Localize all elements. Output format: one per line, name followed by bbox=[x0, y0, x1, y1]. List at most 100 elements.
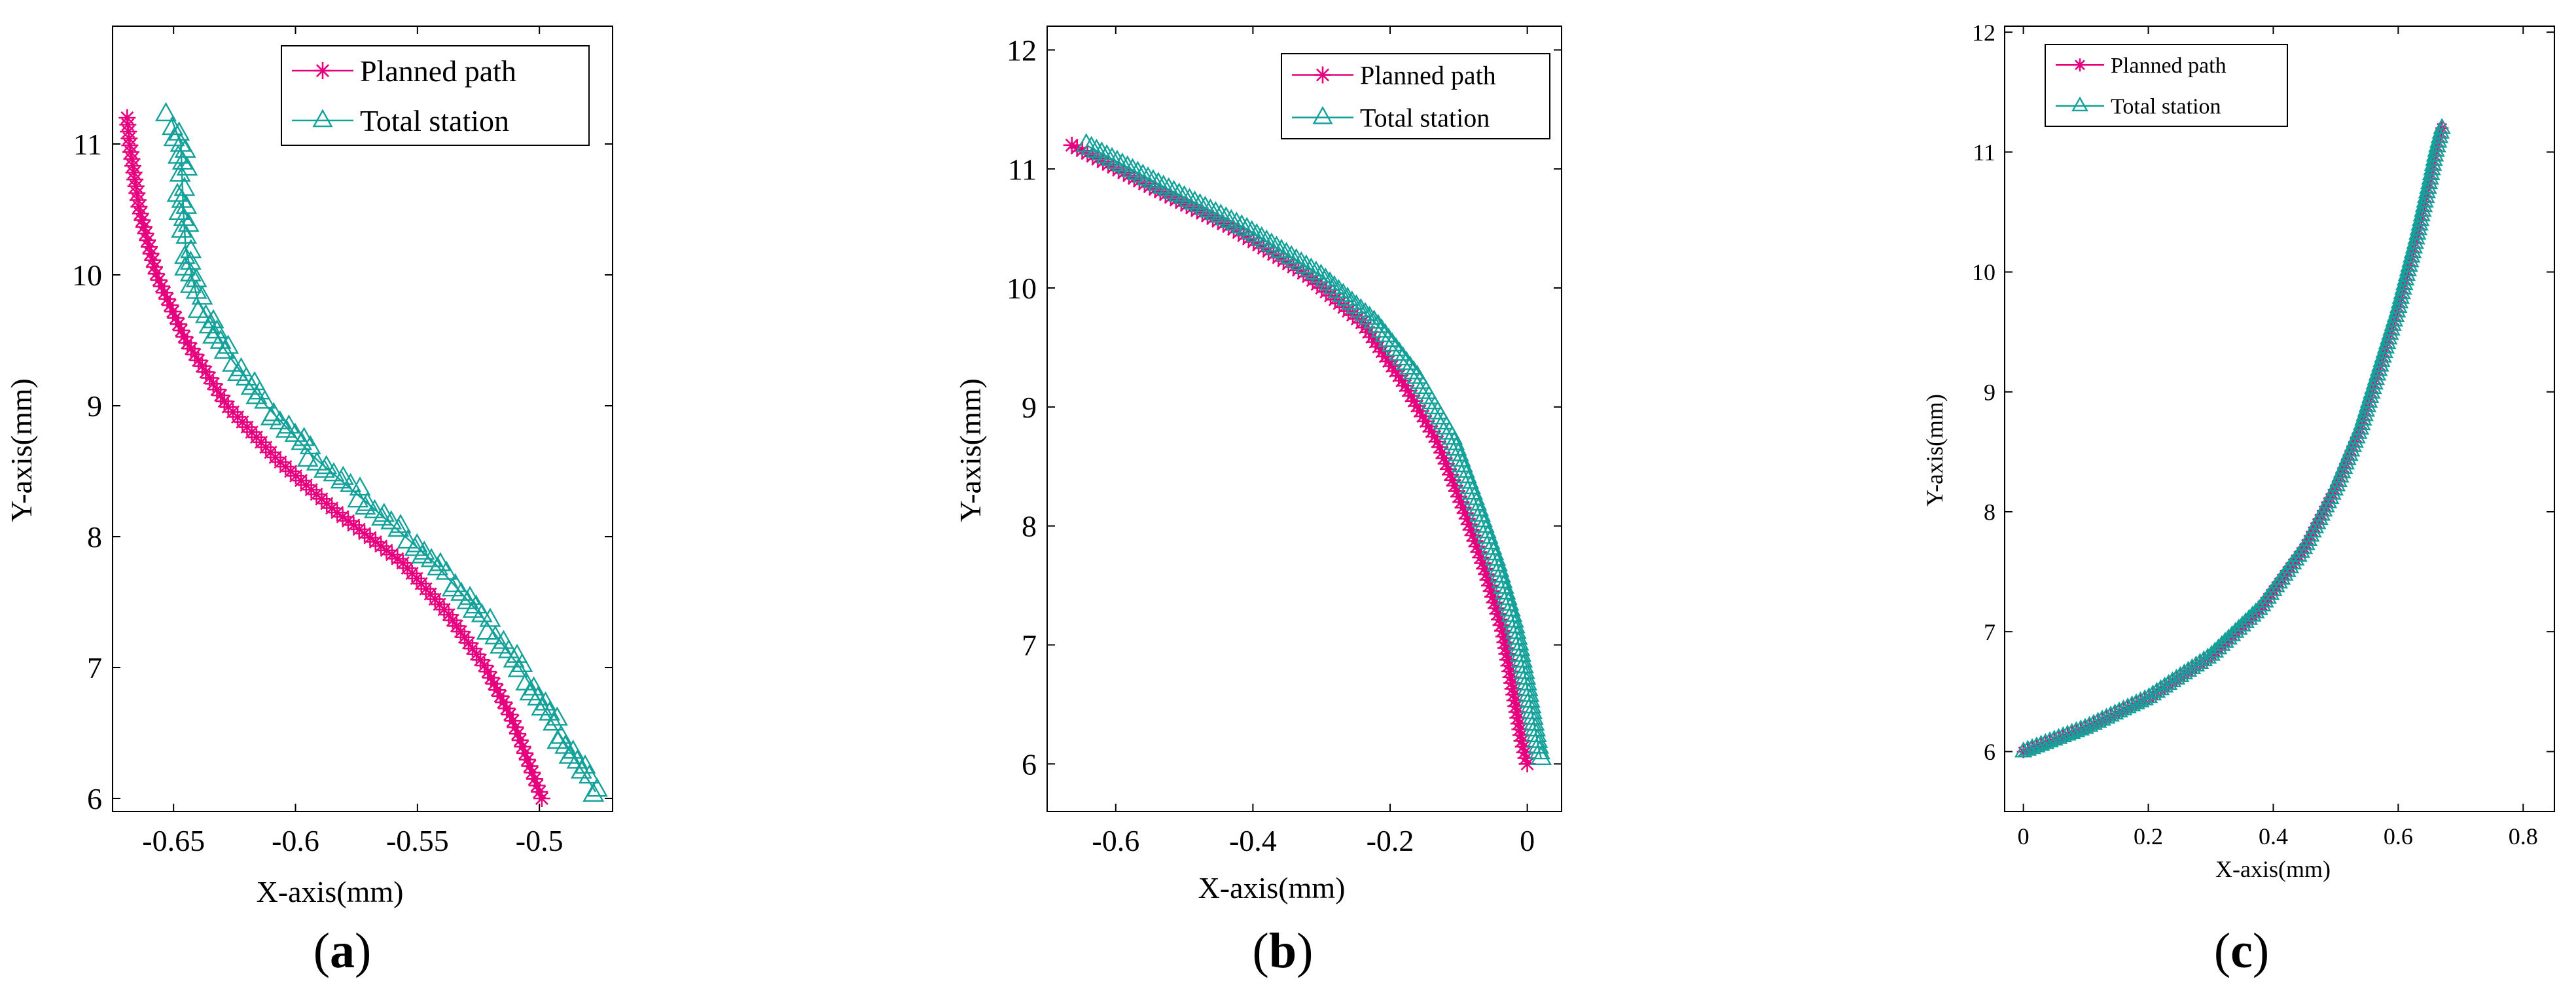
legend-asterisk-icon bbox=[1314, 66, 1331, 84]
total-station-point bbox=[2351, 418, 2370, 435]
total-station-point bbox=[1230, 214, 1253, 234]
x-tick-label: -0.6 bbox=[272, 824, 319, 857]
total-station-point bbox=[2390, 292, 2409, 309]
planned-path-point bbox=[1502, 668, 1520, 686]
total-station-point bbox=[1266, 236, 1287, 255]
total-station-point bbox=[1245, 223, 1268, 243]
planned-path-point bbox=[152, 277, 170, 295]
total-station-point bbox=[2088, 711, 2107, 728]
total-station-point bbox=[2379, 328, 2398, 345]
total-station-point bbox=[2080, 715, 2099, 732]
total-station-point bbox=[1336, 286, 1359, 306]
planned-path-point bbox=[208, 381, 226, 399]
planned-path-point bbox=[127, 177, 145, 195]
planned-path-point bbox=[518, 751, 536, 768]
total-station-point bbox=[1204, 201, 1226, 221]
planned-path-point bbox=[179, 334, 196, 351]
planned-path-point bbox=[507, 719, 524, 736]
total-station-point bbox=[254, 389, 276, 409]
y-tick-label: 12 bbox=[1007, 33, 1037, 67]
planned-path-point bbox=[498, 700, 516, 717]
planned-path-point bbox=[533, 790, 550, 807]
total-station-point bbox=[275, 418, 297, 438]
planned-path-point bbox=[1494, 622, 1511, 639]
total-station-point bbox=[1132, 163, 1154, 183]
total-station-point bbox=[471, 603, 493, 622]
total-station-point bbox=[387, 517, 410, 537]
x-tick-label: -0.4 bbox=[1229, 824, 1277, 857]
planned-path-point bbox=[137, 224, 154, 242]
y-tick-label: 9 bbox=[1022, 391, 1037, 424]
total-station-point bbox=[2406, 232, 2424, 249]
total-station-point bbox=[578, 764, 600, 784]
legend-triangle-icon bbox=[312, 109, 333, 128]
total-station-point bbox=[2424, 154, 2442, 171]
planned-path-point bbox=[1503, 674, 1521, 692]
total-station-point bbox=[411, 544, 433, 563]
x-tick-label: -0.2 bbox=[1367, 824, 1414, 857]
total-station-point bbox=[1341, 290, 1363, 310]
total-station-point bbox=[1295, 254, 1317, 274]
total-station-point bbox=[154, 101, 177, 122]
total-station-point bbox=[2359, 391, 2378, 408]
total-station-point bbox=[1395, 351, 1418, 370]
total-station-point bbox=[1285, 248, 1308, 268]
total-station-point bbox=[2122, 695, 2141, 711]
planned-path-point bbox=[383, 546, 401, 563]
total-station-point bbox=[2155, 676, 2174, 693]
total-station-point bbox=[2127, 693, 2145, 709]
total-station-point bbox=[2102, 705, 2120, 722]
planned-path-point bbox=[1162, 188, 1179, 206]
total-station-point bbox=[2097, 707, 2116, 724]
total-station-point bbox=[484, 625, 507, 645]
total-station-point bbox=[1081, 135, 1103, 155]
planned-path-point bbox=[201, 369, 219, 387]
total-station-point bbox=[2367, 368, 2386, 385]
total-station-point bbox=[1354, 302, 1376, 321]
legend-a: Planned path Total station bbox=[281, 45, 590, 146]
total-station-point bbox=[1378, 327, 1400, 347]
y-tick-label: 11 bbox=[73, 128, 102, 161]
total-station-point bbox=[1189, 193, 1211, 213]
planned-path-point bbox=[1151, 183, 1169, 201]
planned-path-point bbox=[130, 198, 148, 215]
total-station-point bbox=[441, 577, 463, 597]
planned-path-point bbox=[1513, 732, 1531, 750]
x-tick-label: -0.6 bbox=[1092, 824, 1139, 857]
planned-path-point bbox=[448, 617, 465, 635]
x-tick-label: -0.55 bbox=[386, 824, 449, 857]
total-station-point bbox=[296, 447, 319, 467]
total-station-point bbox=[1403, 360, 1425, 380]
planned-path-point bbox=[1498, 645, 1516, 663]
series-line-planned-path bbox=[126, 117, 543, 799]
total-station-point bbox=[427, 556, 449, 576]
planned-path-point bbox=[345, 516, 363, 534]
total-station-point bbox=[476, 620, 498, 640]
planned-path-point bbox=[1481, 577, 1499, 594]
planned-path-point bbox=[516, 744, 534, 762]
total-station-point bbox=[582, 782, 605, 802]
total-station-point bbox=[2401, 251, 2420, 268]
total-station-point bbox=[1225, 211, 1247, 231]
planned-path-point bbox=[1437, 455, 1455, 473]
chart-a: -0.65 -0.6 -0.55 -0.5 6 7 8 9 10 11 X-axis(mm) Y-ax… bbox=[5, 26, 613, 978]
total-station-point bbox=[2397, 264, 2416, 281]
total-station-point bbox=[2421, 168, 2439, 185]
legend-triangle-icon bbox=[2071, 96, 2088, 112]
planned-path-point bbox=[1411, 402, 1429, 420]
planned-path-point bbox=[140, 238, 158, 256]
y-tick-label: 10 bbox=[1972, 259, 1995, 285]
planned-path-point bbox=[122, 143, 139, 161]
total-station-point bbox=[546, 706, 568, 726]
total-station-point bbox=[2407, 228, 2425, 245]
planned-path-point bbox=[524, 764, 541, 781]
total-station-point bbox=[284, 422, 306, 442]
total-station-point bbox=[1173, 185, 1196, 205]
y-tick-label: 10 bbox=[72, 259, 102, 292]
total-station-point bbox=[235, 366, 257, 386]
total-station-point bbox=[2084, 713, 2103, 730]
total-station-point bbox=[2167, 668, 2186, 685]
planned-path-point bbox=[139, 232, 156, 249]
total-station-point bbox=[2423, 159, 2441, 175]
